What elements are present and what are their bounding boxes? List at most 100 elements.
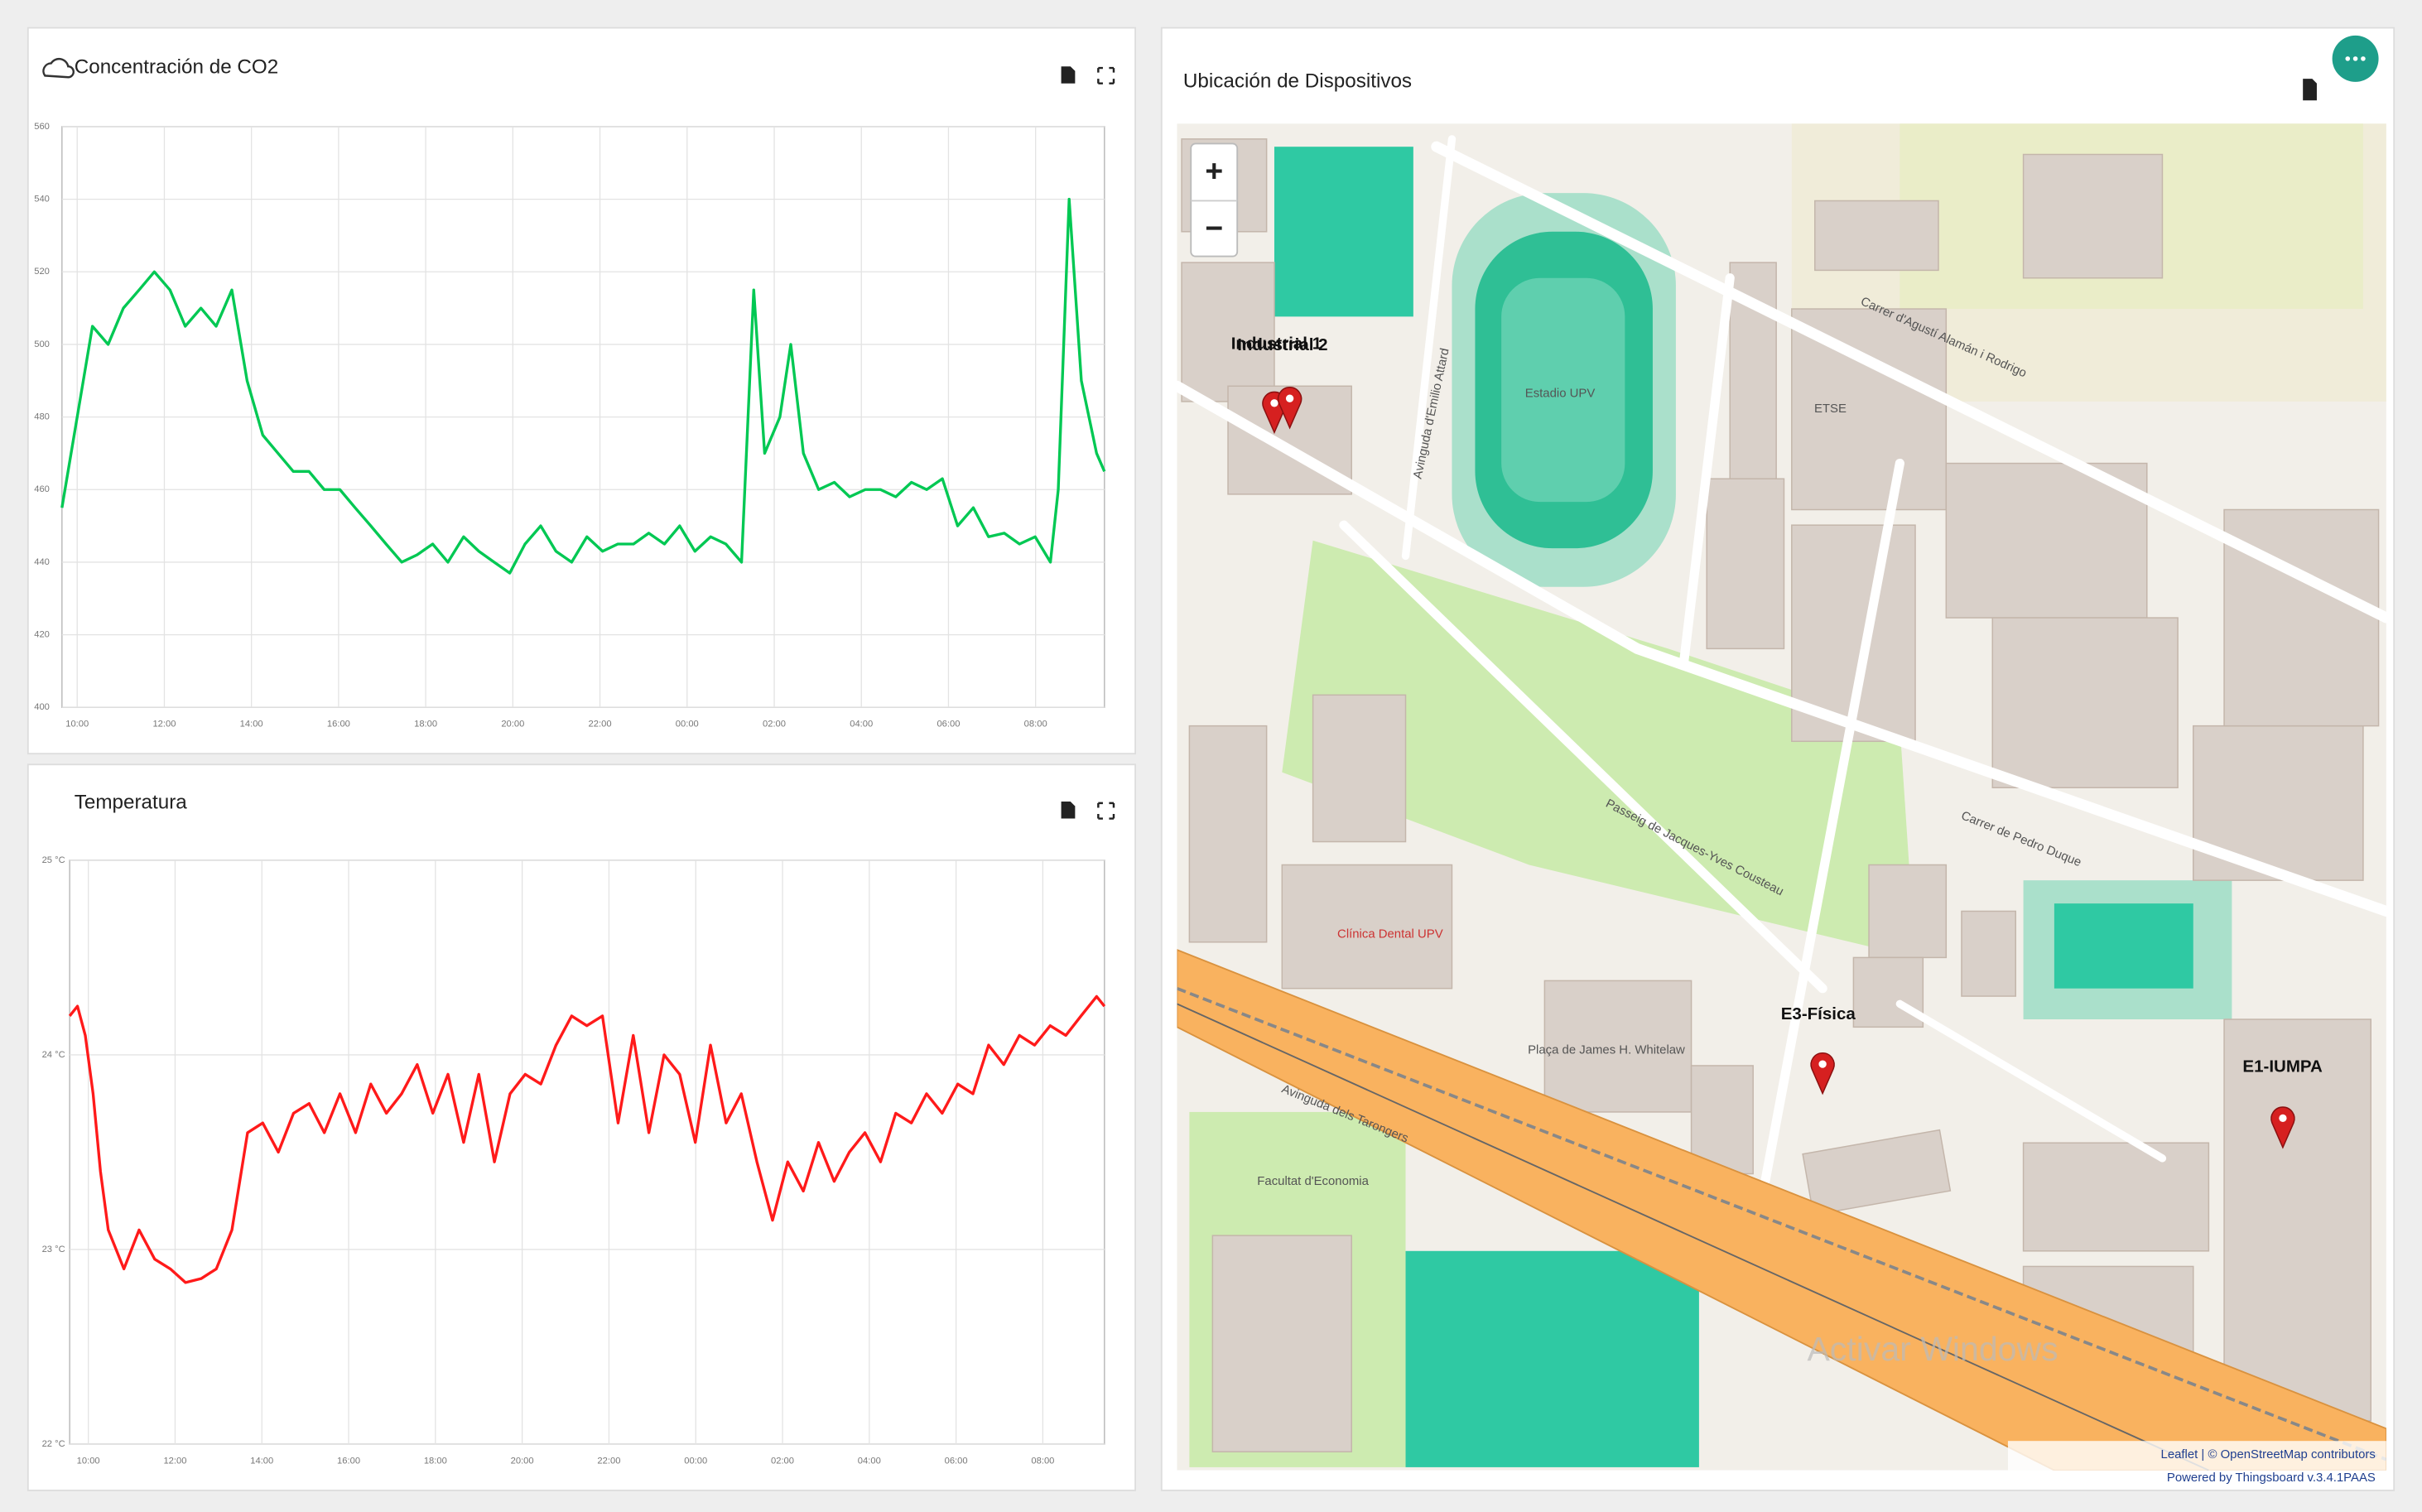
building xyxy=(1814,200,1939,272)
map[interactable]: Estadio UPV Carrer d'Agustí Alamán i Rod… xyxy=(1177,123,2386,1471)
x-tick-label: 12:00 xyxy=(163,1456,186,1466)
y-tick-label: 22 °C xyxy=(42,1439,65,1449)
map-label: Estadio UPV xyxy=(1525,387,1596,401)
co2-widget xyxy=(26,26,1137,755)
dot xyxy=(2352,56,2358,61)
road xyxy=(1401,135,1457,561)
road xyxy=(1678,273,1735,669)
x-tick-label: 22:00 xyxy=(589,720,612,730)
export-button[interactable] xyxy=(1061,66,1076,84)
pitch xyxy=(2054,903,2193,989)
building xyxy=(2022,1142,2210,1252)
railway xyxy=(1177,986,2386,1461)
export-button[interactable] xyxy=(1061,802,1076,819)
powered-by[interactable]: Powered by Thingsboard v.3.4.1PAAS xyxy=(2167,1471,2376,1485)
building xyxy=(1852,956,1924,1028)
widget-title: Ubicación de Dispositivos xyxy=(1183,70,1412,92)
pitches xyxy=(1405,1250,1699,1467)
attribution-box xyxy=(2007,1441,2386,1471)
y-tick-label: 560 xyxy=(34,122,50,132)
building xyxy=(1802,1129,1952,1216)
building xyxy=(1211,1235,1352,1453)
x-tick-label: 08:00 xyxy=(1024,720,1047,730)
y-tick-label: 24 °C xyxy=(42,1050,65,1060)
watermark: Activar Windows xyxy=(1807,1330,2058,1368)
y-tick-label: 25 °C xyxy=(42,855,65,865)
y-tick-label: 460 xyxy=(34,484,50,494)
x-tick-label: 16:00 xyxy=(337,1456,360,1466)
map-label: Clínica Dental UPV xyxy=(1337,927,1443,941)
x-tick-label: 12:00 xyxy=(152,720,176,730)
map-label: ETSE xyxy=(1814,402,1847,416)
building xyxy=(1961,910,2016,997)
x-tick-label: 04:00 xyxy=(858,1456,881,1466)
building xyxy=(1543,980,1693,1113)
rail-yard xyxy=(2223,508,2380,727)
dot xyxy=(2345,56,2351,61)
y-tick-label: 440 xyxy=(34,557,50,567)
building xyxy=(1868,864,1948,959)
marker[interactable] xyxy=(1277,387,1302,430)
x-tick-label: 08:00 xyxy=(1031,1456,1054,1466)
park xyxy=(1282,540,1916,958)
y-tick-label: 520 xyxy=(34,267,50,277)
marker-label: E3-Física xyxy=(1781,1004,1856,1023)
y-tick-label: 420 xyxy=(34,630,50,640)
x-tick-label: 18:00 xyxy=(414,720,437,730)
avenue xyxy=(1177,949,2386,1471)
export-button[interactable] xyxy=(2303,79,2317,101)
x-tick-label: 00:00 xyxy=(684,1456,707,1466)
sports-pitch xyxy=(1274,147,1413,317)
dot xyxy=(2361,56,2366,61)
building xyxy=(1690,1065,1754,1175)
x-tick-label: 14:00 xyxy=(240,720,263,730)
widget-title: Concentración de CO2 xyxy=(75,55,279,78)
building xyxy=(1312,694,1407,843)
x-tick-label: 10:00 xyxy=(77,1456,100,1466)
marker[interactable] xyxy=(1810,1052,1835,1095)
fullscreen-button[interactable] xyxy=(1097,802,1115,820)
x-tick-label: 10:00 xyxy=(65,720,89,730)
fullscreen-button[interactable] xyxy=(1097,66,1115,84)
map-label: Plaça de James H. Whitelaw xyxy=(1528,1043,1685,1057)
attribution[interactable]: Leaflet | © OpenStreetMap contributors xyxy=(2161,1447,2376,1461)
y-tick-label: 480 xyxy=(34,412,50,422)
y-tick-label: 400 xyxy=(34,702,50,712)
building xyxy=(1181,262,1275,402)
marker-label: Industrial 1 xyxy=(1231,334,1322,353)
railway xyxy=(1177,1003,2209,1471)
x-tick-label: 06:00 xyxy=(937,720,960,730)
x-tick-label: 04:00 xyxy=(850,720,873,730)
building xyxy=(1188,725,1268,943)
building xyxy=(1706,478,1785,650)
road xyxy=(1895,999,2167,1163)
building xyxy=(1791,308,1948,511)
road xyxy=(1339,520,1827,994)
zoom-out-button[interactable]: − xyxy=(1205,210,1223,245)
x-tick-label: 22:00 xyxy=(597,1456,620,1466)
y-tick-label: 23 °C xyxy=(42,1245,65,1254)
x-tick-label: 18:00 xyxy=(424,1456,447,1466)
widget-title: Temperatura xyxy=(75,791,188,813)
x-tick-label: 20:00 xyxy=(501,720,524,730)
marker-label: E1-IUMPA xyxy=(2242,1057,2323,1076)
x-tick-label: 02:00 xyxy=(763,720,786,730)
building xyxy=(1281,864,1453,990)
building xyxy=(2022,153,2164,279)
cloud-icon xyxy=(42,57,75,79)
data-line xyxy=(68,994,1106,1284)
road xyxy=(1755,458,1904,1210)
marker[interactable] xyxy=(2270,1106,2295,1149)
data-line xyxy=(60,197,1106,575)
x-tick-label: 20:00 xyxy=(511,1456,534,1466)
x-tick-label: 06:00 xyxy=(945,1456,968,1466)
y-tick-label: 540 xyxy=(34,195,50,205)
road xyxy=(1177,380,2386,917)
zoom-in-button[interactable]: + xyxy=(1205,153,1223,188)
stadium-field xyxy=(1501,277,1625,503)
y-tick-label: 500 xyxy=(34,339,50,349)
x-tick-label: 16:00 xyxy=(327,720,350,730)
x-tick-label: 02:00 xyxy=(771,1456,794,1466)
